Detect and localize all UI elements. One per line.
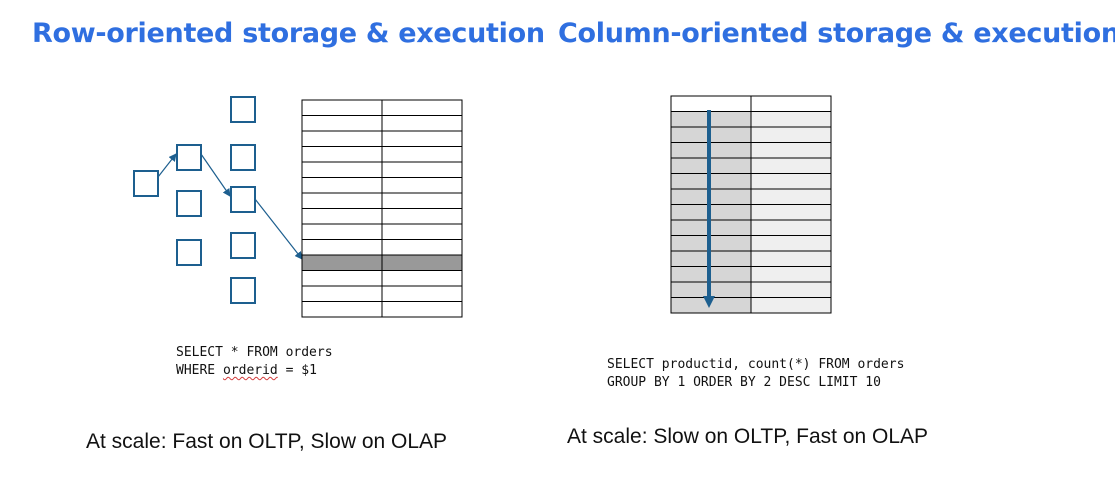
index-leaf-node	[230, 232, 256, 259]
table-cell	[750, 157, 832, 174]
column-query-line-2: GROUP BY 1 ORDER BY 2 DESC LIMIT 10	[607, 375, 881, 390]
column-oriented-title: Column-oriented storage & execution	[558, 18, 1115, 49]
index-arrow	[200, 153, 231, 197]
row-query: SELECT * FROM orders WHERE orderid = $1	[176, 344, 333, 380]
table-cell	[381, 192, 463, 209]
table-cell	[301, 270, 383, 287]
column-query-line-1: SELECT productid, count(*) FROM orders	[607, 357, 905, 372]
table-cell	[301, 192, 383, 209]
row-query-line-1: SELECT * FROM orders	[176, 345, 333, 360]
highlighted-row-cell	[301, 254, 383, 271]
table-cell	[301, 223, 383, 240]
table-cell	[381, 270, 463, 287]
index-leaf-node	[230, 96, 256, 123]
table-cell	[301, 239, 383, 256]
table-cell	[301, 208, 383, 225]
table-cell	[301, 177, 383, 194]
column-query: SELECT productid, count(*) FROM orders GR…	[607, 356, 904, 392]
table-cell	[750, 297, 832, 314]
index-node	[176, 190, 202, 217]
row-query-where: WHERE	[176, 363, 223, 378]
table-cell	[381, 99, 463, 116]
table-cell	[381, 146, 463, 163]
row-oriented-title: Row-oriented storage & execution	[32, 18, 545, 49]
table-cell	[381, 130, 463, 147]
table-cell	[301, 301, 383, 318]
index-node	[176, 144, 202, 171]
index-arrow	[157, 153, 177, 178]
table-cell	[750, 142, 832, 159]
index-arrow	[254, 198, 303, 260]
index-tree	[133, 96, 303, 304]
table-cell	[381, 177, 463, 194]
highlighted-row-cell	[381, 254, 463, 271]
header-cell	[670, 95, 752, 112]
table-cell	[301, 146, 383, 163]
table-cell	[750, 235, 832, 252]
table-cell	[301, 161, 383, 178]
table-cell	[750, 204, 832, 221]
table-cell	[750, 173, 832, 190]
table-cell	[750, 250, 832, 267]
table-cell	[750, 281, 832, 298]
index-leaf-node	[230, 186, 256, 213]
index-root-node	[133, 170, 159, 197]
table-cell	[750, 111, 832, 128]
table-cell	[381, 115, 463, 132]
table-cell	[381, 239, 463, 256]
header-cell	[750, 95, 832, 112]
table-cell	[301, 115, 383, 132]
row-oriented-summary: At scale: Fast on OLTP, Slow on OLAP	[86, 430, 448, 453]
table-cell	[381, 208, 463, 225]
row-query-line-2: WHERE orderid = $1	[176, 362, 333, 380]
row-store-table	[301, 99, 463, 318]
table-cell	[750, 188, 832, 205]
column-oriented-summary: At scale: Slow on OLTP, Fast on OLAP	[567, 425, 929, 448]
index-leaf-node	[230, 144, 256, 171]
table-cell	[301, 130, 383, 147]
index-leaf-node	[230, 277, 256, 304]
table-cell	[750, 266, 832, 283]
table-cell	[750, 219, 832, 236]
table-cell	[381, 285, 463, 302]
table-cell	[301, 99, 383, 116]
row-query-param: = $1	[277, 363, 317, 378]
index-node	[176, 239, 202, 266]
table-cell	[750, 126, 832, 143]
table-cell	[381, 161, 463, 178]
table-cell	[381, 301, 463, 318]
table-cell	[381, 223, 463, 240]
row-query-orderid: orderid	[222, 363, 278, 378]
table-cell	[301, 285, 383, 302]
column-store-table	[670, 95, 832, 314]
